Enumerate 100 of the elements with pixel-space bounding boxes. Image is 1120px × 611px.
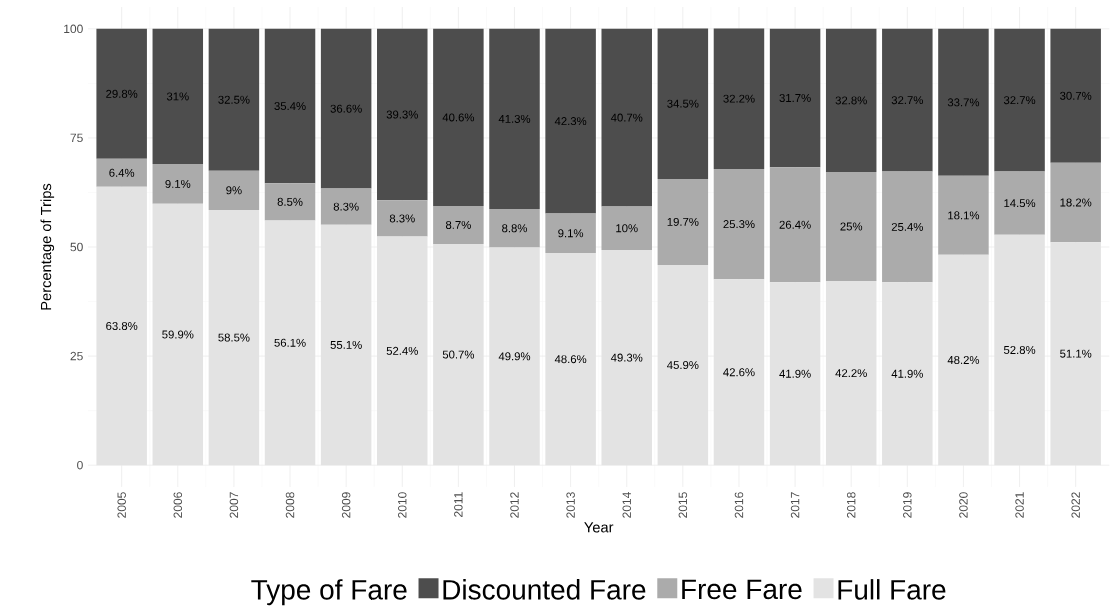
y-tick-label: 25 [70, 351, 83, 361]
bar [545, 28, 596, 214]
data-label: 59.9% [162, 330, 194, 339]
data-label: 29.8% [106, 89, 138, 98]
data-label: 26.4% [779, 220, 811, 229]
y-tick-label: 0 [77, 460, 83, 470]
bar [545, 213, 596, 254]
x-tick-label: 2010 [398, 492, 407, 518]
bar [1050, 28, 1101, 163]
data-label: 32.7% [891, 96, 923, 105]
x-tick-label: 2007 [229, 492, 239, 518]
bar [152, 28, 204, 165]
y-axis-title: Percentage of Trips [40, 183, 55, 310]
data-label: 49.9% [498, 352, 531, 361]
x-tick-label: 2015 [678, 492, 688, 518]
data-label: 48.2% [947, 356, 980, 365]
data-label: 33.7% [947, 98, 980, 107]
bar [657, 28, 709, 179]
bar [938, 28, 989, 176]
x-tick-label: 2008 [285, 492, 295, 518]
bar [825, 171, 877, 282]
data-label: 31.7% [779, 93, 811, 102]
data-label: 42.2% [835, 369, 867, 378]
x-tick-label: 2012 [510, 492, 519, 518]
data-label: 8.8% [502, 224, 528, 233]
x-axis-title: Year [584, 522, 614, 533]
y-tick-label: 100 [64, 24, 83, 34]
bar [994, 28, 1045, 172]
legend-label: Free Fare [682, 579, 802, 600]
bar [264, 183, 316, 221]
x-tick-label: 2005 [117, 492, 126, 518]
data-label: 19.7% [667, 217, 699, 226]
legend-title: Type of Fare [251, 579, 407, 606]
data-label: 55.1% [330, 340, 362, 349]
legend-label: Full Fare [838, 579, 946, 600]
data-label: 8.3% [333, 202, 359, 211]
x-tick-label: 2016 [734, 492, 744, 518]
bar [769, 167, 821, 283]
data-label: 34.5% [667, 99, 699, 108]
data-label: 32.7% [1003, 96, 1036, 105]
data-label: 36.6% [330, 104, 362, 113]
bar [264, 28, 316, 184]
data-label: 42.6% [723, 368, 755, 377]
bar [433, 28, 484, 206]
data-label: 9% [226, 186, 242, 195]
data-label: 14.5% [1004, 199, 1036, 208]
data-label: 6.4% [109, 168, 135, 177]
bar [994, 171, 1045, 235]
data-label: 51.1% [1060, 349, 1092, 358]
data-label: 41.3% [498, 114, 531, 123]
bar [882, 28, 933, 172]
data-label: 50.7% [442, 350, 475, 359]
data-label: 45.9% [667, 361, 699, 370]
data-label: 8.5% [277, 197, 303, 206]
data-label: 52.8% [1003, 345, 1036, 354]
legend-label: Discounted Fare [443, 579, 646, 600]
bar [208, 170, 260, 210]
bar [713, 168, 765, 280]
data-label: 40.6% [442, 113, 475, 122]
bar [713, 28, 765, 169]
x-tick-label: 2018 [846, 492, 856, 518]
data-label: 52.4% [386, 346, 418, 355]
data-label: 10% [616, 224, 638, 233]
data-label: 56.1% [274, 338, 306, 347]
x-tick-label: 2019 [903, 492, 912, 518]
data-label: 9.1% [558, 229, 584, 238]
x-tick-label: 2013 [566, 492, 575, 518]
bar [96, 158, 147, 187]
bar [938, 175, 989, 255]
data-label: 35.4% [274, 102, 306, 111]
bar [882, 171, 933, 283]
y-tick-label: 50 [70, 242, 83, 252]
bar [320, 188, 372, 225]
data-label: 9.1% [165, 179, 191, 188]
x-tick-label: 2014 [622, 492, 631, 518]
y-tick-label: 75 [70, 133, 83, 143]
data-label: 8.7% [445, 220, 471, 229]
data-label: 32.8% [835, 96, 867, 105]
data-label: 48.6% [554, 355, 587, 364]
x-tick-label: 2006 [173, 492, 183, 518]
bar [377, 28, 428, 201]
x-tick-label: 2022 [1071, 492, 1080, 518]
bar [433, 205, 484, 244]
x-tick-label: 2017 [790, 492, 800, 518]
data-label: 41.9% [891, 369, 923, 378]
bar [825, 28, 877, 172]
data-label: 31% [166, 92, 189, 101]
bar [489, 28, 540, 210]
bar [657, 178, 709, 265]
data-label: 40.7% [610, 113, 643, 122]
bar [320, 28, 372, 189]
data-label: 25.3% [723, 220, 755, 229]
bar [601, 206, 652, 251]
data-label: 32.5% [218, 95, 250, 104]
bar [1050, 162, 1101, 243]
data-label: 63.8% [106, 321, 138, 330]
data-label: 18.2% [1060, 198, 1092, 207]
bar [152, 164, 204, 204]
x-tick-label: 2020 [959, 492, 968, 518]
x-tick-label: 2009 [341, 492, 351, 518]
